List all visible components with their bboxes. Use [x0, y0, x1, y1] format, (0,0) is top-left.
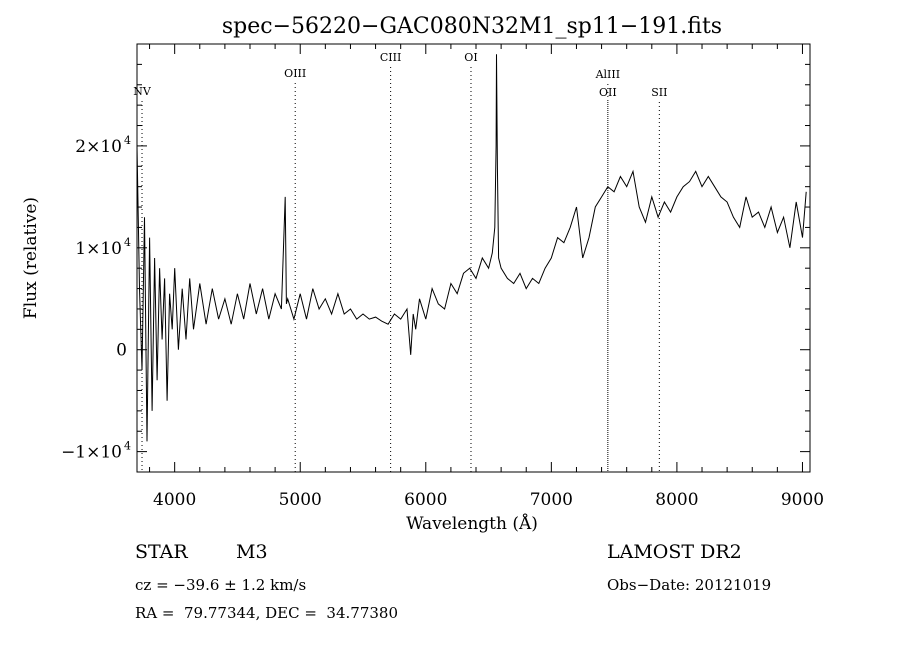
line-label-OIII: OIII	[284, 67, 306, 80]
y-tick-label: 2×10	[75, 137, 122, 157]
x-tick-label: 9000	[781, 490, 824, 510]
x-tick-label: 7000	[530, 490, 573, 510]
ra-dec: RA = 79.77344, DEC = 34.77380	[135, 604, 399, 622]
y-tick-label: 1×10	[75, 239, 122, 259]
line-label-OI: OI	[464, 51, 477, 64]
x-tick-label: 8000	[655, 490, 698, 510]
axis-ticks: 4000 5000 6000 7000 8000 9000−1×10 401×10 42×10…	[61, 44, 824, 510]
line-label-NV: NV	[133, 85, 152, 98]
object-class: STAR	[135, 541, 188, 563]
x-tick-label: 5000	[279, 490, 322, 510]
plot-frame	[136, 43, 811, 473]
object-subclass: M3	[236, 541, 268, 563]
y-tick-exponent: 4	[124, 236, 131, 249]
y-tick-exponent: 4	[124, 440, 131, 453]
survey-name: LAMOST DR2	[607, 541, 742, 563]
y-tick-label: −1×10	[61, 443, 122, 463]
line-label-SII: SII	[651, 86, 667, 99]
chart-title: spec−56220−GAC080N32M1_sp11−191.fits	[222, 14, 722, 39]
spectrum-line	[136, 54, 807, 442]
emission-line-markers: NV OIII CIII OI AlIII OII SII	[133, 51, 667, 472]
line-label-AlIII: AlIII	[595, 68, 621, 81]
line-label-OII: OII	[599, 86, 617, 99]
y-tick-label: 0	[116, 341, 127, 361]
x-tick-label: 4000	[153, 490, 196, 510]
redshift-cz: cz = −39.6 ± 1.2 km/s	[135, 576, 307, 594]
y-axis-label: Flux (relative)	[21, 197, 41, 319]
line-label-CIII: CIII	[380, 51, 401, 64]
y-tick-exponent: 4	[124, 134, 131, 147]
x-tick-label: 6000	[404, 490, 447, 510]
obs-date: Obs−Date: 20121019	[607, 576, 772, 594]
x-axis-label: Wavelength (Å)	[406, 513, 538, 534]
